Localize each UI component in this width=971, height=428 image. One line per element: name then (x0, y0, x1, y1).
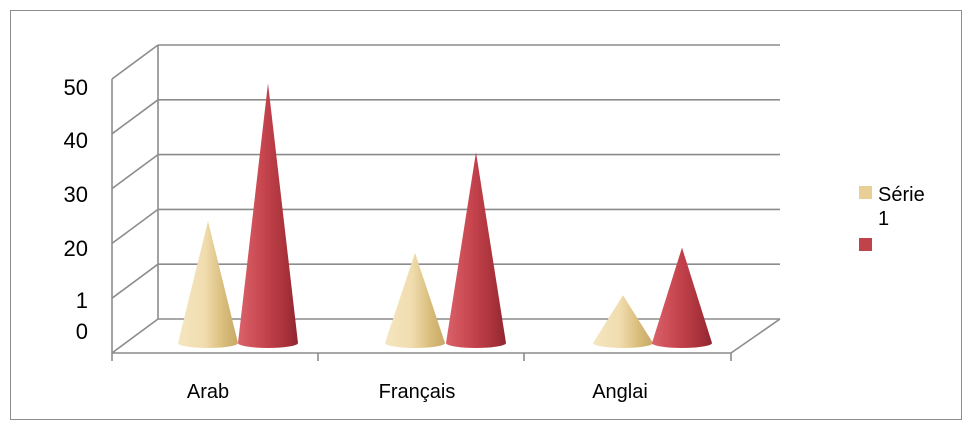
cone-mark (178, 221, 238, 348)
cone-marks (178, 83, 712, 348)
legend: Série 1 (859, 184, 925, 251)
category-label: Arab (187, 381, 229, 403)
y-tick-label: 20 (64, 236, 88, 261)
grid-line-side (111, 263, 159, 299)
legend-label: Série (878, 184, 925, 206)
cone-mark (593, 295, 653, 348)
cone-mark (385, 252, 445, 348)
cone-mark (238, 83, 298, 348)
legend-swatch-series-1 (859, 186, 872, 199)
legend-label: 1 (878, 208, 889, 230)
grid-line-side (111, 318, 159, 354)
floor-right-edge (730, 318, 781, 354)
cone-mark (446, 152, 506, 348)
chart-frame (10, 10, 962, 420)
y-tick-label: 50 (64, 75, 88, 100)
cone-mark (652, 247, 712, 348)
grid-line-side (111, 208, 159, 245)
y-tick-label: 0 (76, 319, 88, 344)
x-axis-category-labels: Arab Français Anglai (187, 381, 648, 403)
grid-line-side (111, 153, 159, 190)
category-label: Français (379, 381, 456, 403)
axes (111, 45, 781, 361)
y-tick-label: 1 (76, 288, 88, 313)
grid-line-side (111, 44, 159, 80)
y-tick-label: 40 (64, 128, 88, 153)
grid-line-side (111, 99, 159, 135)
category-label: Anglai (592, 381, 648, 403)
y-axis-tick-labels: 50 40 30 20 1 0 (64, 75, 88, 344)
y-tick-label: 30 (64, 182, 88, 207)
legend-swatch-series-2 (859, 238, 872, 251)
